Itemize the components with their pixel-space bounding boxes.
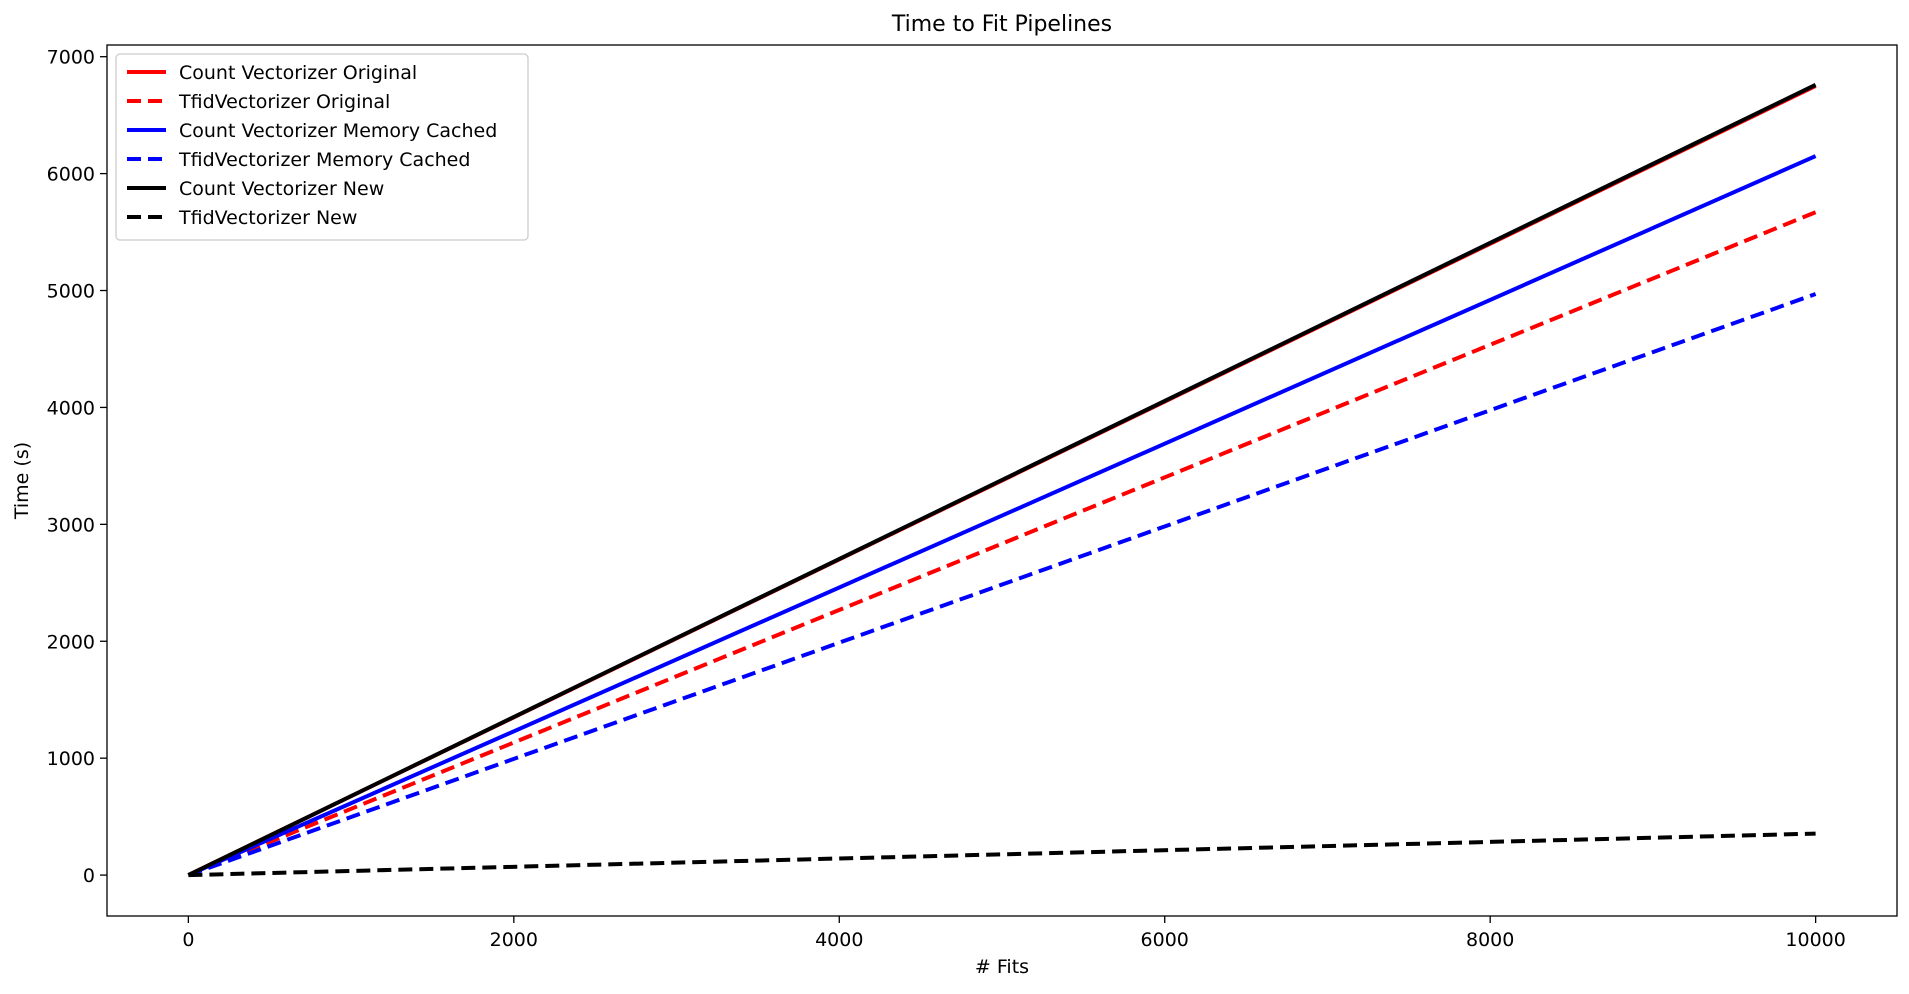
legend: Count Vectorizer Original TfidVectorizer … (115, 53, 529, 241)
legend-label: Count Vectorizer Original (179, 62, 417, 84)
y-axis: 0 1000 2000 3000 4000 5000 6000 7000 (47, 47, 107, 887)
y-tick-label: 3000 (47, 514, 95, 536)
y-axis-label: Time (s) (11, 442, 33, 520)
y-tick-label: 5000 (47, 281, 95, 303)
x-tick-label: 2000 (490, 929, 538, 951)
y-tick-label: 6000 (47, 164, 95, 186)
plot-frame (106, 44, 1898, 917)
x-axis-label: # Fits (975, 956, 1029, 978)
x-tick-label: 10000 (1785, 929, 1845, 951)
x-tick-label: 6000 (1141, 929, 1189, 951)
y-tick-label: 0 (83, 865, 95, 887)
series-line-6 (188, 831, 1816, 878)
y-tick-label: 1000 (47, 748, 95, 770)
y-tick-label: 4000 (47, 397, 95, 419)
legend-label: Count Vectorizer Memory Cached (179, 120, 497, 142)
x-tick-label: 4000 (815, 929, 863, 951)
y-tick-label: 2000 (47, 631, 95, 653)
chart-title: Time to Fit Pipelines (891, 12, 1112, 37)
series-line-3 (187, 154, 1817, 877)
x-tick-label: 0 (182, 929, 194, 951)
x-axis: 0 2000 4000 6000 8000 10000 (182, 916, 1846, 951)
series-line-4 (187, 292, 1817, 877)
plot-lines (187, 83, 1817, 878)
legend-label: TfidVectorizer Memory Cached (178, 149, 470, 171)
legend-label: Count Vectorizer New (179, 178, 384, 200)
series-line-5 (187, 83, 1817, 877)
legend-label: TfidVectorizer New (178, 207, 357, 229)
legend-box (115, 53, 529, 241)
legend-label: TfidVectorizer Original (178, 91, 390, 113)
series-line-2 (187, 210, 1817, 877)
x-tick-label: 8000 (1466, 929, 1514, 951)
y-tick-label: 7000 (47, 47, 95, 69)
